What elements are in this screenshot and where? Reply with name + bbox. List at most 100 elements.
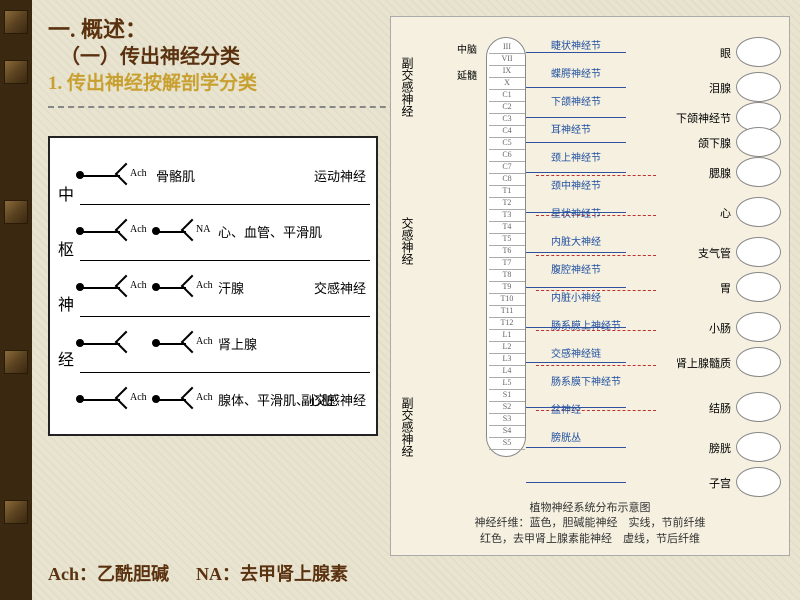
organ-icon [736,197,781,227]
spine-segment: VII [489,54,525,66]
ganglion-label: 耳神经节 [551,121,591,136]
spine-segment: S3 [489,414,525,426]
spine-segment: C8 [489,174,525,186]
nerve-fiber-blue [526,482,626,483]
sidebar-tile [4,350,28,374]
spine-segment: T11 [489,306,525,318]
sympathetic-label: 交感神经 [399,217,416,265]
spine-segment: L4 [489,366,525,378]
parasympathetic-top-label: 副交感神经 [399,57,416,117]
organ-label: 结肠 [709,400,731,416]
ganglion-label: 星状神经节 [551,205,601,220]
autonomic-anatomy-figure: 副交感神经 交感神经 副交感神经 IIIVIIIXXC1C2C3C4C5C6C7… [390,16,790,556]
ganglion-label: 蝶腭神经节 [551,65,601,80]
spine-segment: C1 [489,90,525,102]
nerve-fiber-blue [526,87,626,88]
organ-icon [736,157,781,187]
ganglion-label: 睫状神经节 [551,37,601,52]
spine-segment: T4 [489,222,525,234]
nerve-fiber-red [536,175,656,176]
spine-segment: C2 [489,102,525,114]
nerve-fiber-blue [526,117,626,118]
ganglion-label: 肠系膜下神经节 [551,373,621,388]
nerve-row: AchAch腺体、平滑肌、心脏副交感神经 [80,372,370,426]
cns-label: 中枢神经 [56,168,76,388]
spine-segment: T9 [489,282,525,294]
sidebar-tile [4,60,28,84]
heading-level-2: （一）传出神经分类 [60,40,240,69]
spine-segment: X [489,78,525,90]
spine-segment: C7 [489,162,525,174]
nerve-row: AchNA心、血管、平滑肌 [80,204,370,258]
organ-label: 胃 [720,280,731,296]
sidebar-tile [4,10,28,34]
ganglion-label: 内脏大神经 [551,233,601,248]
spine-segment: T10 [489,294,525,306]
organ-icon [736,127,781,157]
ganglion-label: 交感神经链 [551,345,601,360]
ganglion-label: 肠系膜上神经节 [551,317,621,332]
spine-segment: III [489,42,525,54]
nerve-fiber-red [536,365,656,366]
sidebar-tile [4,200,28,224]
organ-label: 支气管 [698,245,731,261]
footnote-ach: Ach：乙酰胆碱 [48,564,169,584]
spine-segment: S5 [489,438,525,450]
spine-segment: S1 [489,390,525,402]
organ-icon [736,72,781,102]
ganglion-label: 内脏小神经 [551,289,601,304]
organ-label: 泪腺 [709,80,731,96]
organ-icon [736,312,781,342]
ganglion-label: 颈上神经节 [551,149,601,164]
spine-segment: IX [489,66,525,78]
nerve-fiber-blue [526,447,626,448]
heading-level-3: 1. 传出神经按解剖学分类 [48,68,257,95]
nerve-classification-diagram: 中枢神经 Ach骨骼肌运动神经AchNA心、血管、平滑肌AchAch汗腺交感神经… [48,136,378,436]
decorative-sidebar [0,0,32,600]
spine-segment: T12 [489,318,525,330]
organ-label: 下颌神经节 [676,110,731,126]
spine-segment: S4 [489,426,525,438]
midbrain-label: 中脑 [453,41,481,56]
organ-icon [736,467,781,497]
ganglion-label: 腹腔神经节 [551,261,601,276]
footnote: Ach：乙酰胆碱 NA：去甲肾上腺素 [48,560,348,586]
ganglion-label: 下颌神经节 [551,93,601,108]
spine-segment: C6 [489,150,525,162]
spine-segment: T2 [489,198,525,210]
spinal-cord: IIIVIIIXXC1C2C3C4C5C6C7C8T1T2T3T4T5T6T7T… [486,37,526,457]
organ-label: 腮腺 [709,165,731,181]
spine-segment: C3 [489,114,525,126]
spine-segment: L2 [489,342,525,354]
spine-segment: L3 [489,354,525,366]
organ-label: 肾上腺髓质 [676,355,731,371]
nerve-row: AchAch汗腺交感神经 [80,260,370,314]
spine-segment: L5 [489,378,525,390]
spine-segment: T7 [489,258,525,270]
ganglion-label: 颈中神经节 [551,177,601,192]
organ-icon [736,37,781,67]
caption-line-3: 红色，去甲肾上腺素能神经 虚线，节后纤维 [391,532,789,547]
nerve-fiber-blue [526,362,626,363]
nerve-fiber-blue [526,172,626,173]
organ-icon [736,392,781,422]
organ-label: 眼 [720,45,731,61]
ganglion-label: 盆神经 [551,401,581,416]
organ-label: 膀胱 [709,440,731,456]
spine-segment: T1 [489,186,525,198]
figure-caption: 植物神经系统分布示意图 神经纤维：蓝色，胆碱能神经 实线，节前纤维 红色，去甲肾… [391,501,789,547]
spine-segment: C4 [489,126,525,138]
parasympathetic-bottom-label: 副交感神经 [399,397,416,457]
ganglion-label: 膀胱丛 [551,429,581,444]
spine-segment: C5 [489,138,525,150]
sidebar-tile [4,500,28,524]
spine-segment: T3 [489,210,525,222]
nerve-fiber-blue [526,52,626,53]
nerve-fiber-red [536,255,656,256]
nerve-fiber-blue [526,142,626,143]
organ-icon [736,432,781,462]
spine-segment: L1 [489,330,525,342]
organ-label: 小肠 [709,320,731,336]
footnote-na: NA：去甲肾上腺素 [196,564,348,584]
organ-icon [736,237,781,267]
